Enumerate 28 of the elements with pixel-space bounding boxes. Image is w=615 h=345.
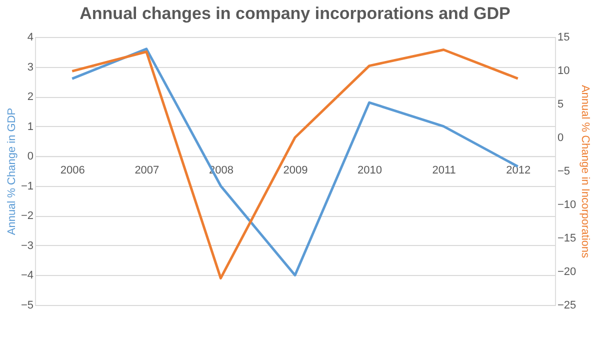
- y2-tick-label: 15: [558, 32, 570, 44]
- y2-tick-label: −15: [558, 232, 576, 244]
- y-tick-label: −5: [20, 300, 34, 312]
- y2-axis-title: Annual % Change in Incorporations: [579, 84, 592, 259]
- x-tick-label: 2006: [60, 164, 85, 177]
- y2-tick-label: −5: [558, 166, 570, 178]
- y2-tick-label: −25: [558, 300, 576, 312]
- y-tick-label: −2: [20, 210, 34, 222]
- x-tick-label: 2007: [134, 164, 160, 177]
- x-tick-label: 2012: [506, 164, 531, 177]
- y-axis-title: Annual % Change in GDP: [6, 108, 18, 236]
- x-tick-label: 2010: [358, 164, 382, 177]
- y2-tick-label: −20: [558, 266, 576, 278]
- y-tick-label: −1: [20, 180, 34, 192]
- y2-tick-label: 0: [558, 132, 564, 144]
- y-tick-label: −4: [20, 270, 34, 282]
- y2-tick-label: 5: [558, 98, 564, 110]
- y-tick-label: 2: [27, 91, 34, 104]
- x-tick-label: 2011: [432, 164, 456, 177]
- y-tick-label: 4: [27, 32, 34, 44]
- y2-tick-label: −10: [558, 199, 576, 211]
- y2-tick-label: 10: [558, 65, 570, 77]
- y-tick-label: −3: [20, 240, 34, 252]
- x-tick-label: 2009: [283, 164, 308, 177]
- y-tick-label: 1: [27, 120, 34, 133]
- y-tick-label: 0: [27, 150, 34, 163]
- y-tick-label: 3: [27, 61, 34, 74]
- chart-title: Annual changes in company incorporations and GDP: [80, 4, 510, 23]
